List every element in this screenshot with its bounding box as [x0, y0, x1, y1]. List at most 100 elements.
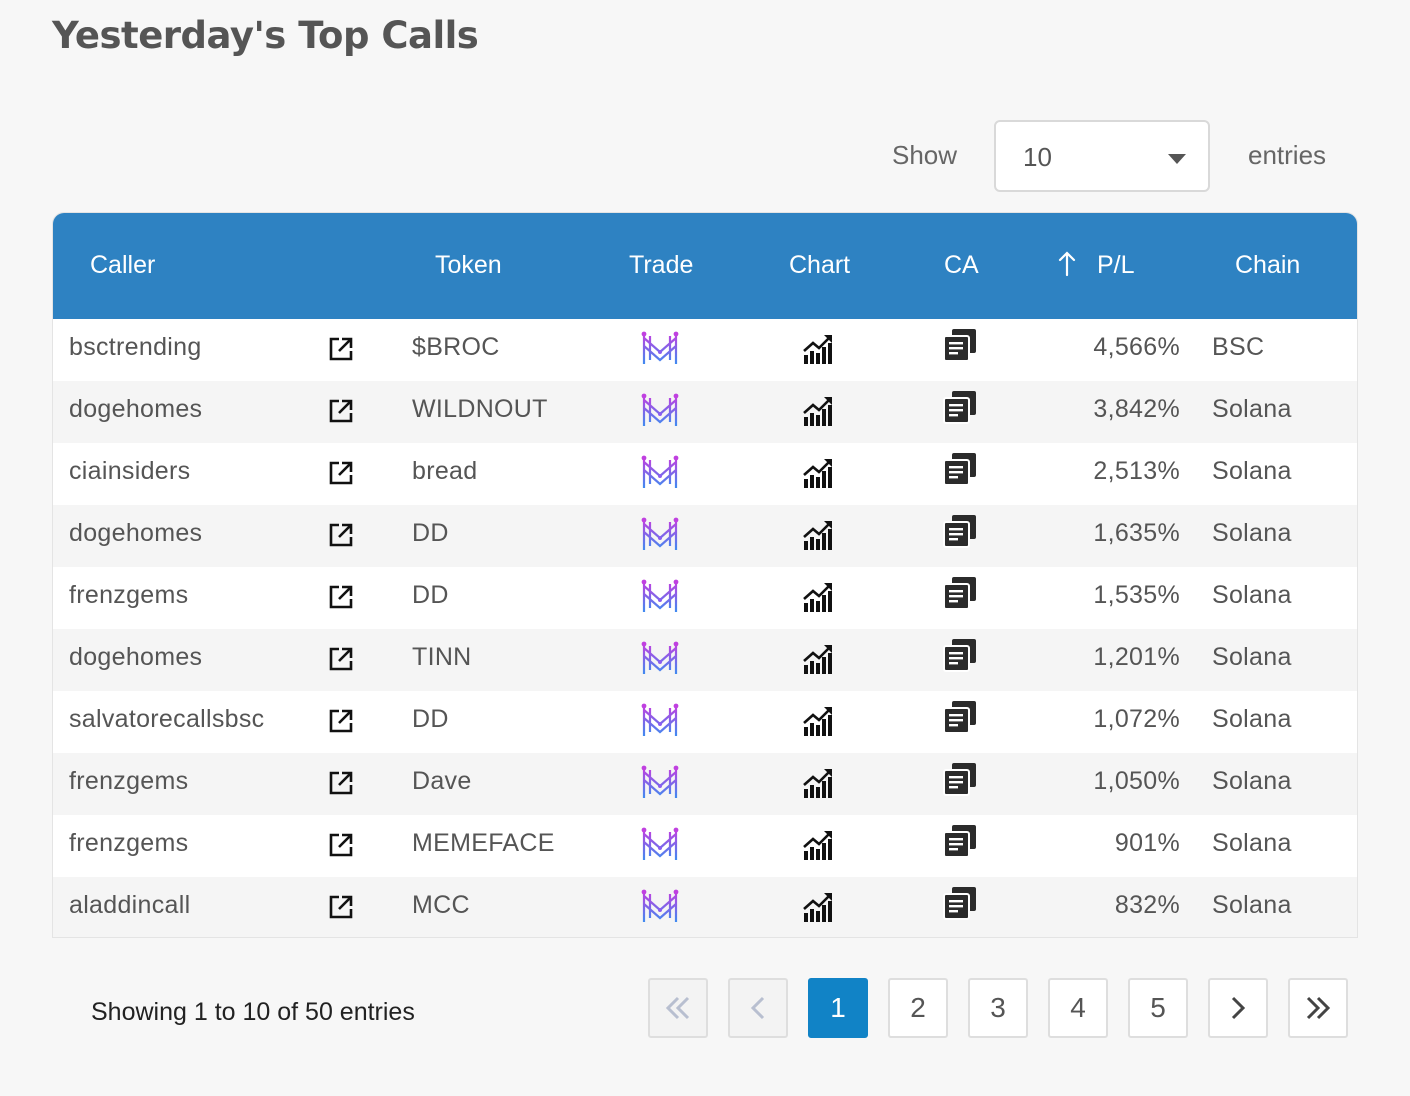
pl-cell: 3,842% [1093, 395, 1180, 423]
chain-cell: Solana [1212, 457, 1292, 485]
caller-cell: frenzgems [69, 829, 189, 857]
table-row: aladdincall MCC 832% Solana [53, 877, 1357, 937]
table-row: frenzgems DD 1,535% Solana [53, 567, 1357, 629]
entries-per-page-select[interactable]: 10 [994, 120, 1210, 192]
copy-icon[interactable] [943, 390, 977, 429]
chain-cell: BSC [1212, 333, 1265, 361]
column-header-ca[interactable]: CA [944, 251, 979, 279]
table-row: ciainsiders bread 2,513% Solana [53, 443, 1357, 505]
next-page-button[interactable] [1208, 978, 1268, 1038]
pl-cell: 1,535% [1093, 581, 1180, 609]
token-cell: MEMEFACE [412, 829, 555, 857]
copy-icon[interactable] [943, 638, 977, 677]
token-cell: WILDNOUT [412, 395, 548, 423]
chain-cell: Solana [1212, 891, 1292, 919]
token-cell: $BROC [412, 333, 500, 361]
sort-ascending-icon[interactable] [1058, 251, 1076, 277]
table-row: dogehomes TINN 1,201% Solana [53, 629, 1357, 691]
length-menu: Show 10 entries [0, 120, 1410, 192]
trade-logo-icon[interactable] [640, 578, 680, 621]
caller-cell: dogehomes [69, 643, 203, 671]
external-link-icon[interactable] [328, 460, 354, 491]
token-cell: DD [412, 519, 449, 547]
external-link-icon[interactable] [328, 770, 354, 801]
external-link-icon[interactable] [328, 894, 354, 925]
pl-cell: 4,566% [1093, 333, 1180, 361]
chain-cell: Solana [1212, 767, 1292, 795]
trade-logo-icon[interactable] [640, 454, 680, 497]
column-header-caller[interactable]: Caller [90, 251, 156, 279]
trade-logo-icon[interactable] [640, 330, 680, 373]
table-row: frenzgems MEMEFACE 901% Solana [53, 815, 1357, 877]
pl-cell: 2,513% [1093, 457, 1180, 485]
caller-cell: dogehomes [69, 395, 203, 423]
chart-growth-icon[interactable] [802, 395, 834, 432]
chart-growth-icon[interactable] [802, 581, 834, 618]
page-button-2[interactable]: 2 [888, 978, 948, 1038]
chart-growth-icon[interactable] [802, 457, 834, 494]
chart-growth-icon[interactable] [802, 891, 834, 928]
trade-logo-icon[interactable] [640, 640, 680, 683]
copy-icon[interactable] [943, 576, 977, 615]
page-button-5[interactable]: 5 [1128, 978, 1188, 1038]
copy-icon[interactable] [943, 452, 977, 491]
copy-icon[interactable] [943, 762, 977, 801]
table-row: bsctrending $BROC 4,566% BSC [53, 319, 1357, 381]
token-cell: bread [412, 457, 478, 485]
page-button-3[interactable]: 3 [968, 978, 1028, 1038]
copy-icon[interactable] [943, 700, 977, 739]
trade-logo-icon[interactable] [640, 764, 680, 807]
pl-cell: 901% [1114, 829, 1180, 857]
table-row: dogehomes WILDNOUT 3,842% Solana [53, 381, 1357, 443]
copy-icon[interactable] [943, 328, 977, 367]
chart-growth-icon[interactable] [802, 767, 834, 804]
external-link-icon[interactable] [328, 832, 354, 863]
caller-cell: bsctrending [69, 333, 202, 361]
chain-cell: Solana [1212, 705, 1292, 733]
table-row: dogehomes DD 1,635% Solana [53, 505, 1357, 567]
page-button-4[interactable]: 4 [1048, 978, 1108, 1038]
caller-cell: aladdincall [69, 891, 191, 919]
calls-table: Caller Token Trade Chart CA P/L Chain bs… [52, 212, 1358, 938]
token-cell: MCC [412, 891, 470, 919]
page-button-1[interactable]: 1 [808, 978, 868, 1038]
chart-growth-icon[interactable] [802, 705, 834, 742]
trade-logo-icon[interactable] [640, 888, 680, 931]
external-link-icon[interactable] [328, 336, 354, 367]
token-cell: DD [412, 705, 449, 733]
chain-cell: Solana [1212, 519, 1292, 547]
external-link-icon[interactable] [328, 646, 354, 677]
chevron-left-icon [750, 996, 765, 1020]
token-cell: DD [412, 581, 449, 609]
column-header-trade[interactable]: Trade [629, 251, 694, 279]
column-header-token[interactable]: Token [435, 251, 502, 279]
copy-icon[interactable] [943, 514, 977, 553]
copy-icon[interactable] [943, 824, 977, 863]
previous-page-button[interactable] [728, 978, 788, 1038]
chart-growth-icon[interactable] [802, 519, 834, 556]
chart-growth-icon[interactable] [802, 643, 834, 680]
table-info: Showing 1 to 10 of 50 entries [91, 998, 415, 1026]
external-link-icon[interactable] [328, 584, 354, 615]
chain-cell: Solana [1212, 581, 1292, 609]
chart-growth-icon[interactable] [802, 829, 834, 866]
pagination: 1 2 3 4 5 [0, 978, 1410, 1038]
external-link-icon[interactable] [328, 522, 354, 553]
external-link-icon[interactable] [328, 398, 354, 429]
column-header-chart[interactable]: Chart [789, 251, 851, 279]
trade-logo-icon[interactable] [640, 516, 680, 559]
trade-logo-icon[interactable] [640, 702, 680, 745]
caller-cell: frenzgems [69, 581, 189, 609]
chart-growth-icon[interactable] [802, 333, 834, 370]
last-page-button[interactable] [1288, 978, 1348, 1038]
column-header-chain[interactable]: Chain [1235, 251, 1301, 279]
external-link-icon[interactable] [328, 708, 354, 739]
trade-logo-icon[interactable] [640, 826, 680, 869]
column-header-pl[interactable]: P/L [1097, 251, 1135, 279]
table-row: frenzgems Dave 1,050% Solana [53, 753, 1357, 815]
table-header: Caller Token Trade Chart CA P/L Chain [53, 213, 1357, 319]
copy-icon[interactable] [943, 886, 977, 925]
trade-logo-icon[interactable] [640, 392, 680, 435]
first-page-button[interactable] [648, 978, 708, 1038]
table-row: salvatorecallsbsc DD 1,072% Solana [53, 691, 1357, 753]
